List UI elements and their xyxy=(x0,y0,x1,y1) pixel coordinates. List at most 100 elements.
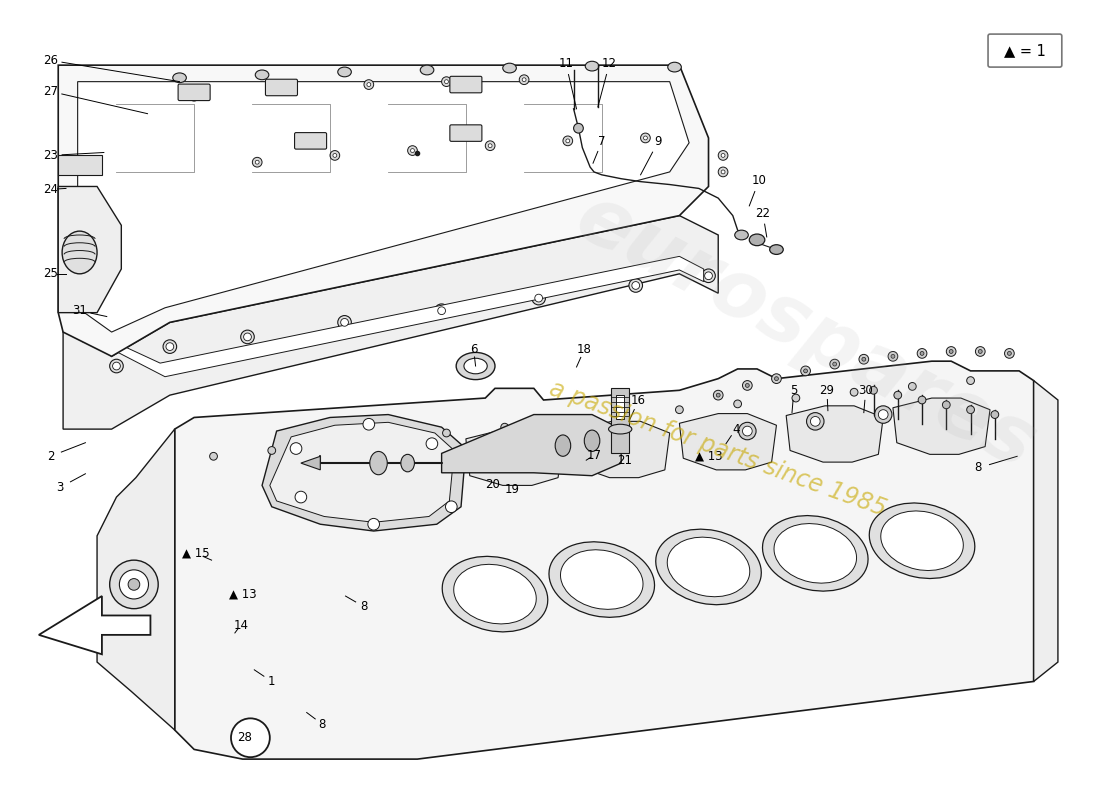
Ellipse shape xyxy=(762,516,868,591)
Text: 10: 10 xyxy=(751,174,767,187)
Ellipse shape xyxy=(488,144,492,148)
Ellipse shape xyxy=(833,362,837,366)
Ellipse shape xyxy=(742,426,752,436)
Text: 26: 26 xyxy=(43,54,58,66)
Ellipse shape xyxy=(804,369,807,373)
Polygon shape xyxy=(63,215,718,429)
Text: 20: 20 xyxy=(485,478,499,491)
Text: 27: 27 xyxy=(43,85,58,98)
Ellipse shape xyxy=(189,91,199,101)
Polygon shape xyxy=(82,256,704,377)
Ellipse shape xyxy=(363,418,375,430)
Polygon shape xyxy=(466,429,563,486)
Ellipse shape xyxy=(949,350,953,354)
Ellipse shape xyxy=(522,78,526,82)
Text: 7: 7 xyxy=(598,135,605,148)
Ellipse shape xyxy=(252,158,262,167)
Polygon shape xyxy=(680,414,777,470)
Ellipse shape xyxy=(532,291,546,305)
Text: 5: 5 xyxy=(790,384,798,397)
Text: 14: 14 xyxy=(233,618,249,632)
Text: 16: 16 xyxy=(631,394,646,406)
Ellipse shape xyxy=(255,160,260,164)
Polygon shape xyxy=(301,456,320,470)
Ellipse shape xyxy=(367,518,380,530)
Ellipse shape xyxy=(738,422,756,440)
Ellipse shape xyxy=(231,718,270,757)
Ellipse shape xyxy=(286,85,296,94)
Ellipse shape xyxy=(891,354,895,358)
Ellipse shape xyxy=(629,278,642,292)
Ellipse shape xyxy=(62,231,97,274)
Ellipse shape xyxy=(718,167,728,177)
Ellipse shape xyxy=(290,442,301,454)
Ellipse shape xyxy=(918,396,926,404)
Text: 21: 21 xyxy=(617,454,632,466)
Text: 23: 23 xyxy=(43,149,58,162)
Ellipse shape xyxy=(888,351,898,361)
Ellipse shape xyxy=(644,136,648,140)
Ellipse shape xyxy=(341,318,349,326)
Ellipse shape xyxy=(801,366,811,376)
Ellipse shape xyxy=(192,94,196,98)
Ellipse shape xyxy=(456,353,495,380)
Ellipse shape xyxy=(774,377,779,381)
Ellipse shape xyxy=(410,149,415,153)
Ellipse shape xyxy=(734,400,741,408)
Ellipse shape xyxy=(829,359,839,369)
Text: 19: 19 xyxy=(505,482,520,496)
Text: 25: 25 xyxy=(43,267,58,280)
Text: eurospares: eurospares xyxy=(562,178,1048,486)
Ellipse shape xyxy=(289,87,293,91)
Ellipse shape xyxy=(295,491,307,503)
Ellipse shape xyxy=(367,82,371,86)
Text: 8: 8 xyxy=(319,718,326,730)
FancyBboxPatch shape xyxy=(295,133,327,149)
Ellipse shape xyxy=(617,412,625,419)
FancyBboxPatch shape xyxy=(265,79,297,96)
Text: 18: 18 xyxy=(576,343,592,356)
Polygon shape xyxy=(1034,381,1058,682)
Ellipse shape xyxy=(442,556,548,632)
Ellipse shape xyxy=(862,358,866,361)
Ellipse shape xyxy=(917,349,927,358)
Ellipse shape xyxy=(967,377,975,385)
Text: 30: 30 xyxy=(858,384,873,397)
Ellipse shape xyxy=(330,150,340,160)
Ellipse shape xyxy=(946,346,956,356)
Text: ▲ = 1: ▲ = 1 xyxy=(1004,43,1046,58)
Text: a passion for parts since 1985: a passion for parts since 1985 xyxy=(547,376,890,521)
Text: 8: 8 xyxy=(975,462,982,474)
Ellipse shape xyxy=(742,381,752,390)
Ellipse shape xyxy=(400,454,415,472)
Ellipse shape xyxy=(442,429,450,437)
Text: 8: 8 xyxy=(361,600,367,614)
Text: ▲ 15: ▲ 15 xyxy=(183,547,210,560)
Ellipse shape xyxy=(746,383,749,387)
Ellipse shape xyxy=(120,570,148,599)
Polygon shape xyxy=(441,414,622,476)
Ellipse shape xyxy=(631,282,639,290)
Text: 3: 3 xyxy=(56,481,64,494)
Ellipse shape xyxy=(668,537,750,597)
FancyBboxPatch shape xyxy=(450,125,482,142)
Ellipse shape xyxy=(869,503,975,578)
Polygon shape xyxy=(573,422,670,478)
Ellipse shape xyxy=(561,550,644,610)
Ellipse shape xyxy=(850,388,858,396)
Text: 29: 29 xyxy=(820,384,835,397)
Ellipse shape xyxy=(806,413,824,430)
Ellipse shape xyxy=(943,401,950,409)
Ellipse shape xyxy=(426,438,438,450)
Ellipse shape xyxy=(920,351,924,355)
Ellipse shape xyxy=(584,430,600,451)
Ellipse shape xyxy=(110,359,123,373)
Ellipse shape xyxy=(894,391,902,399)
Ellipse shape xyxy=(811,417,821,426)
Ellipse shape xyxy=(420,65,433,75)
Ellipse shape xyxy=(991,410,999,418)
Text: 6: 6 xyxy=(470,343,477,356)
Ellipse shape xyxy=(735,230,748,240)
Ellipse shape xyxy=(519,75,529,85)
Ellipse shape xyxy=(976,346,986,356)
